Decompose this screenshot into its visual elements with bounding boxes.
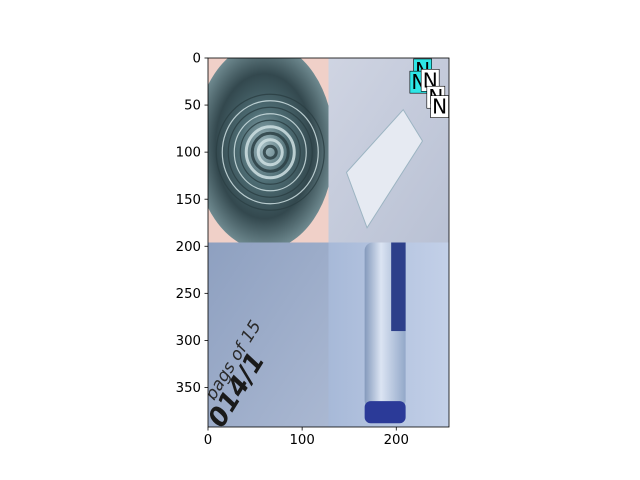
y-tick-label: 300: [176, 334, 201, 349]
y-tick-label: 350: [176, 381, 201, 396]
x-tick: 0: [204, 427, 212, 448]
x-tick-label: 100: [289, 433, 314, 448]
y-tick: 150: [176, 193, 208, 208]
y-tick-label: 0: [193, 52, 201, 67]
y-tick: 250: [176, 287, 208, 302]
x-axis: 0 100 200: [204, 427, 409, 448]
annotation-box: [430, 95, 449, 118]
y-tick-label: 150: [176, 193, 201, 208]
panel-bottom-right-bottle: [328, 242, 449, 427]
annotation-text: N: [432, 95, 447, 119]
x-tick: 100: [289, 427, 315, 448]
y-tick: 0: [193, 52, 208, 67]
y-tick: 100: [176, 146, 208, 161]
y-axis: 0 50 100 150 200 250 300 350: [176, 52, 208, 396]
y-tick: 50: [184, 99, 208, 114]
panel-top-right-paper: [328, 58, 449, 243]
panel-top-left-glass-bottom: [208, 58, 335, 250]
x-tick-label: 0: [204, 433, 212, 448]
x-tick-label: 200: [384, 433, 409, 448]
y-tick-label: 100: [176, 146, 201, 161]
y-tick: 200: [176, 240, 208, 255]
annotation-boxes: NNNNN: [409, 58, 449, 119]
annotation-label-4: N: [430, 95, 449, 119]
y-tick-label: 200: [176, 240, 201, 255]
x-tick: 200: [384, 427, 409, 448]
axes-frame: [207, 57, 450, 428]
y-tick-label: 250: [176, 287, 201, 302]
y-tick: 350: [176, 381, 208, 396]
y-tick: 300: [176, 334, 208, 349]
y-tick-label: 50: [184, 99, 201, 114]
